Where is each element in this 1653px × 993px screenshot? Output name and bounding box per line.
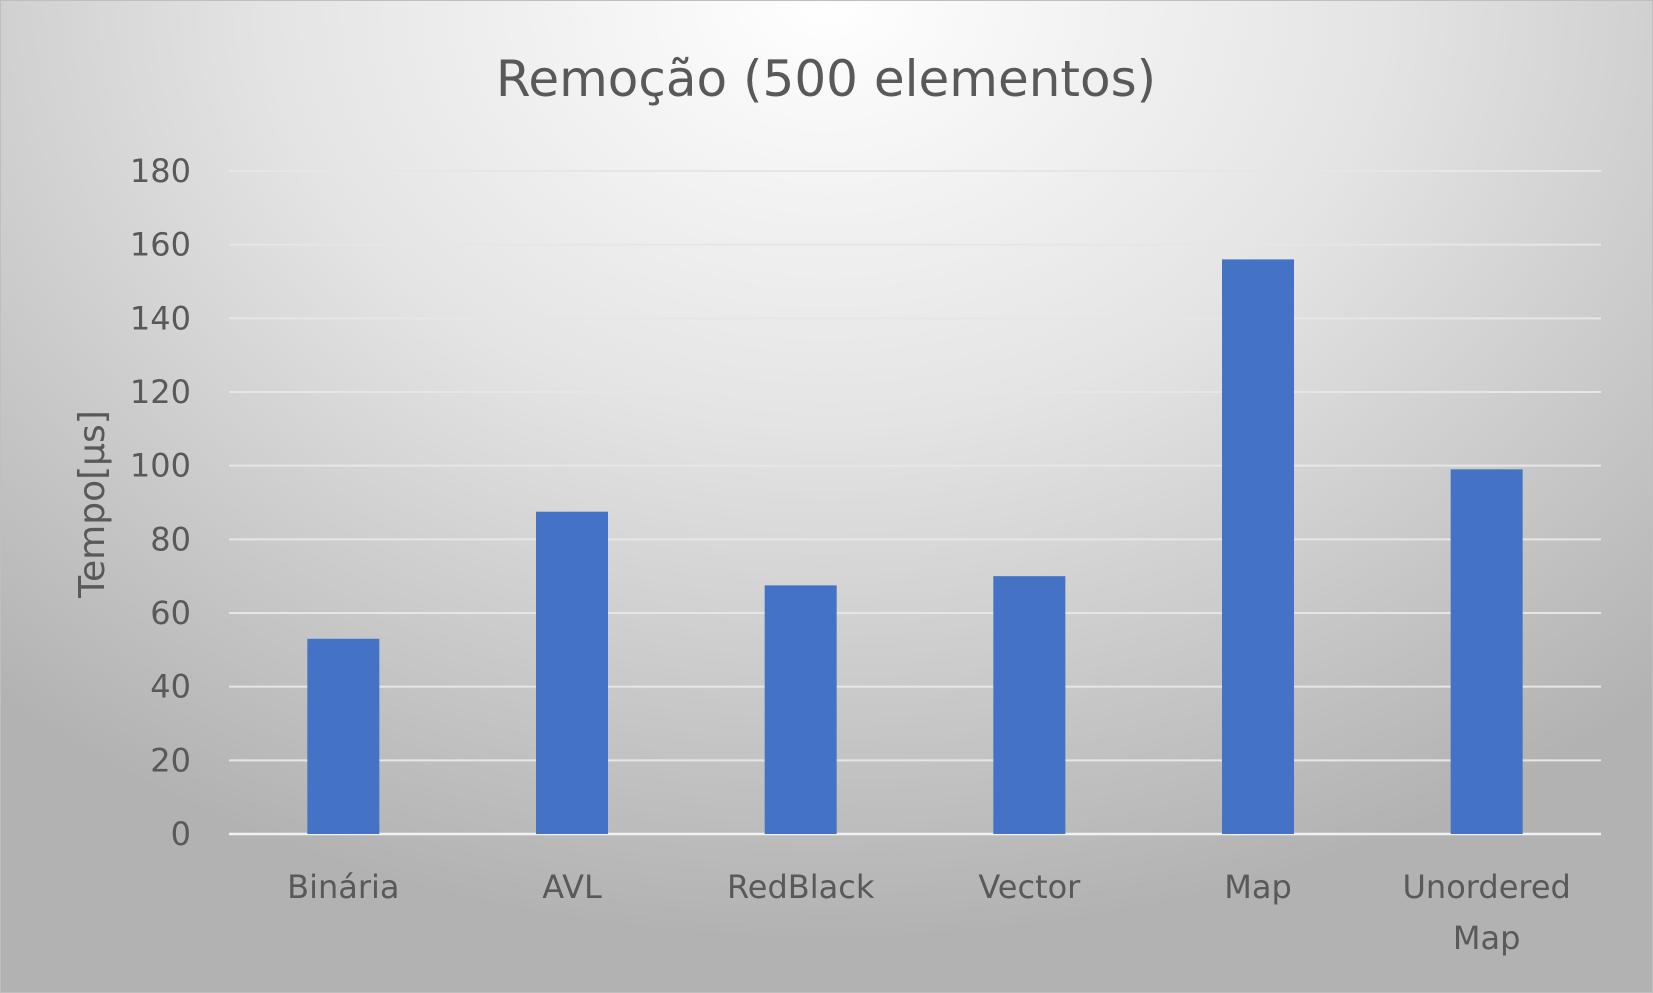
- y-axis-ticks: 0 20 40 60 80 100 120 140 160 180: [130, 152, 191, 853]
- bar: [307, 638, 380, 834]
- x-tick-label: Map: [1224, 868, 1292, 906]
- y-tick-label: 100: [130, 447, 191, 485]
- x-tick-label: Vector: [978, 868, 1081, 906]
- y-tick-label: 140: [130, 299, 191, 337]
- y-tick-label: 40: [150, 668, 191, 706]
- y-tick-label: 60: [150, 594, 191, 632]
- x-tick-label: AVL: [542, 868, 602, 906]
- y-tick-label: 160: [130, 226, 191, 264]
- y-axis-label: Tempo[µs]: [72, 410, 113, 599]
- bars: [307, 259, 1523, 834]
- x-tick-label: Unordered Map: [1403, 868, 1571, 957]
- y-tick-label: 80: [150, 520, 191, 558]
- x-axis-ticks: Binária AVL RedBlack Vector Map Unordered Map: [287, 868, 1571, 957]
- y-tick-label: 20: [150, 741, 191, 779]
- y-tick-label: 0: [171, 815, 191, 853]
- gridlines: [229, 170, 1601, 836]
- x-tick-label: RedBlack: [727, 868, 875, 906]
- bar: [764, 585, 837, 834]
- bar: [993, 576, 1066, 834]
- bar: [1222, 259, 1294, 834]
- bar: [1450, 469, 1523, 834]
- bar: [536, 511, 608, 834]
- chart-title: Remoção (500 elementos): [496, 50, 1156, 108]
- x-tick-label: Binária: [287, 868, 399, 906]
- y-tick-label: 180: [130, 152, 191, 190]
- y-tick-label: 120: [130, 373, 191, 411]
